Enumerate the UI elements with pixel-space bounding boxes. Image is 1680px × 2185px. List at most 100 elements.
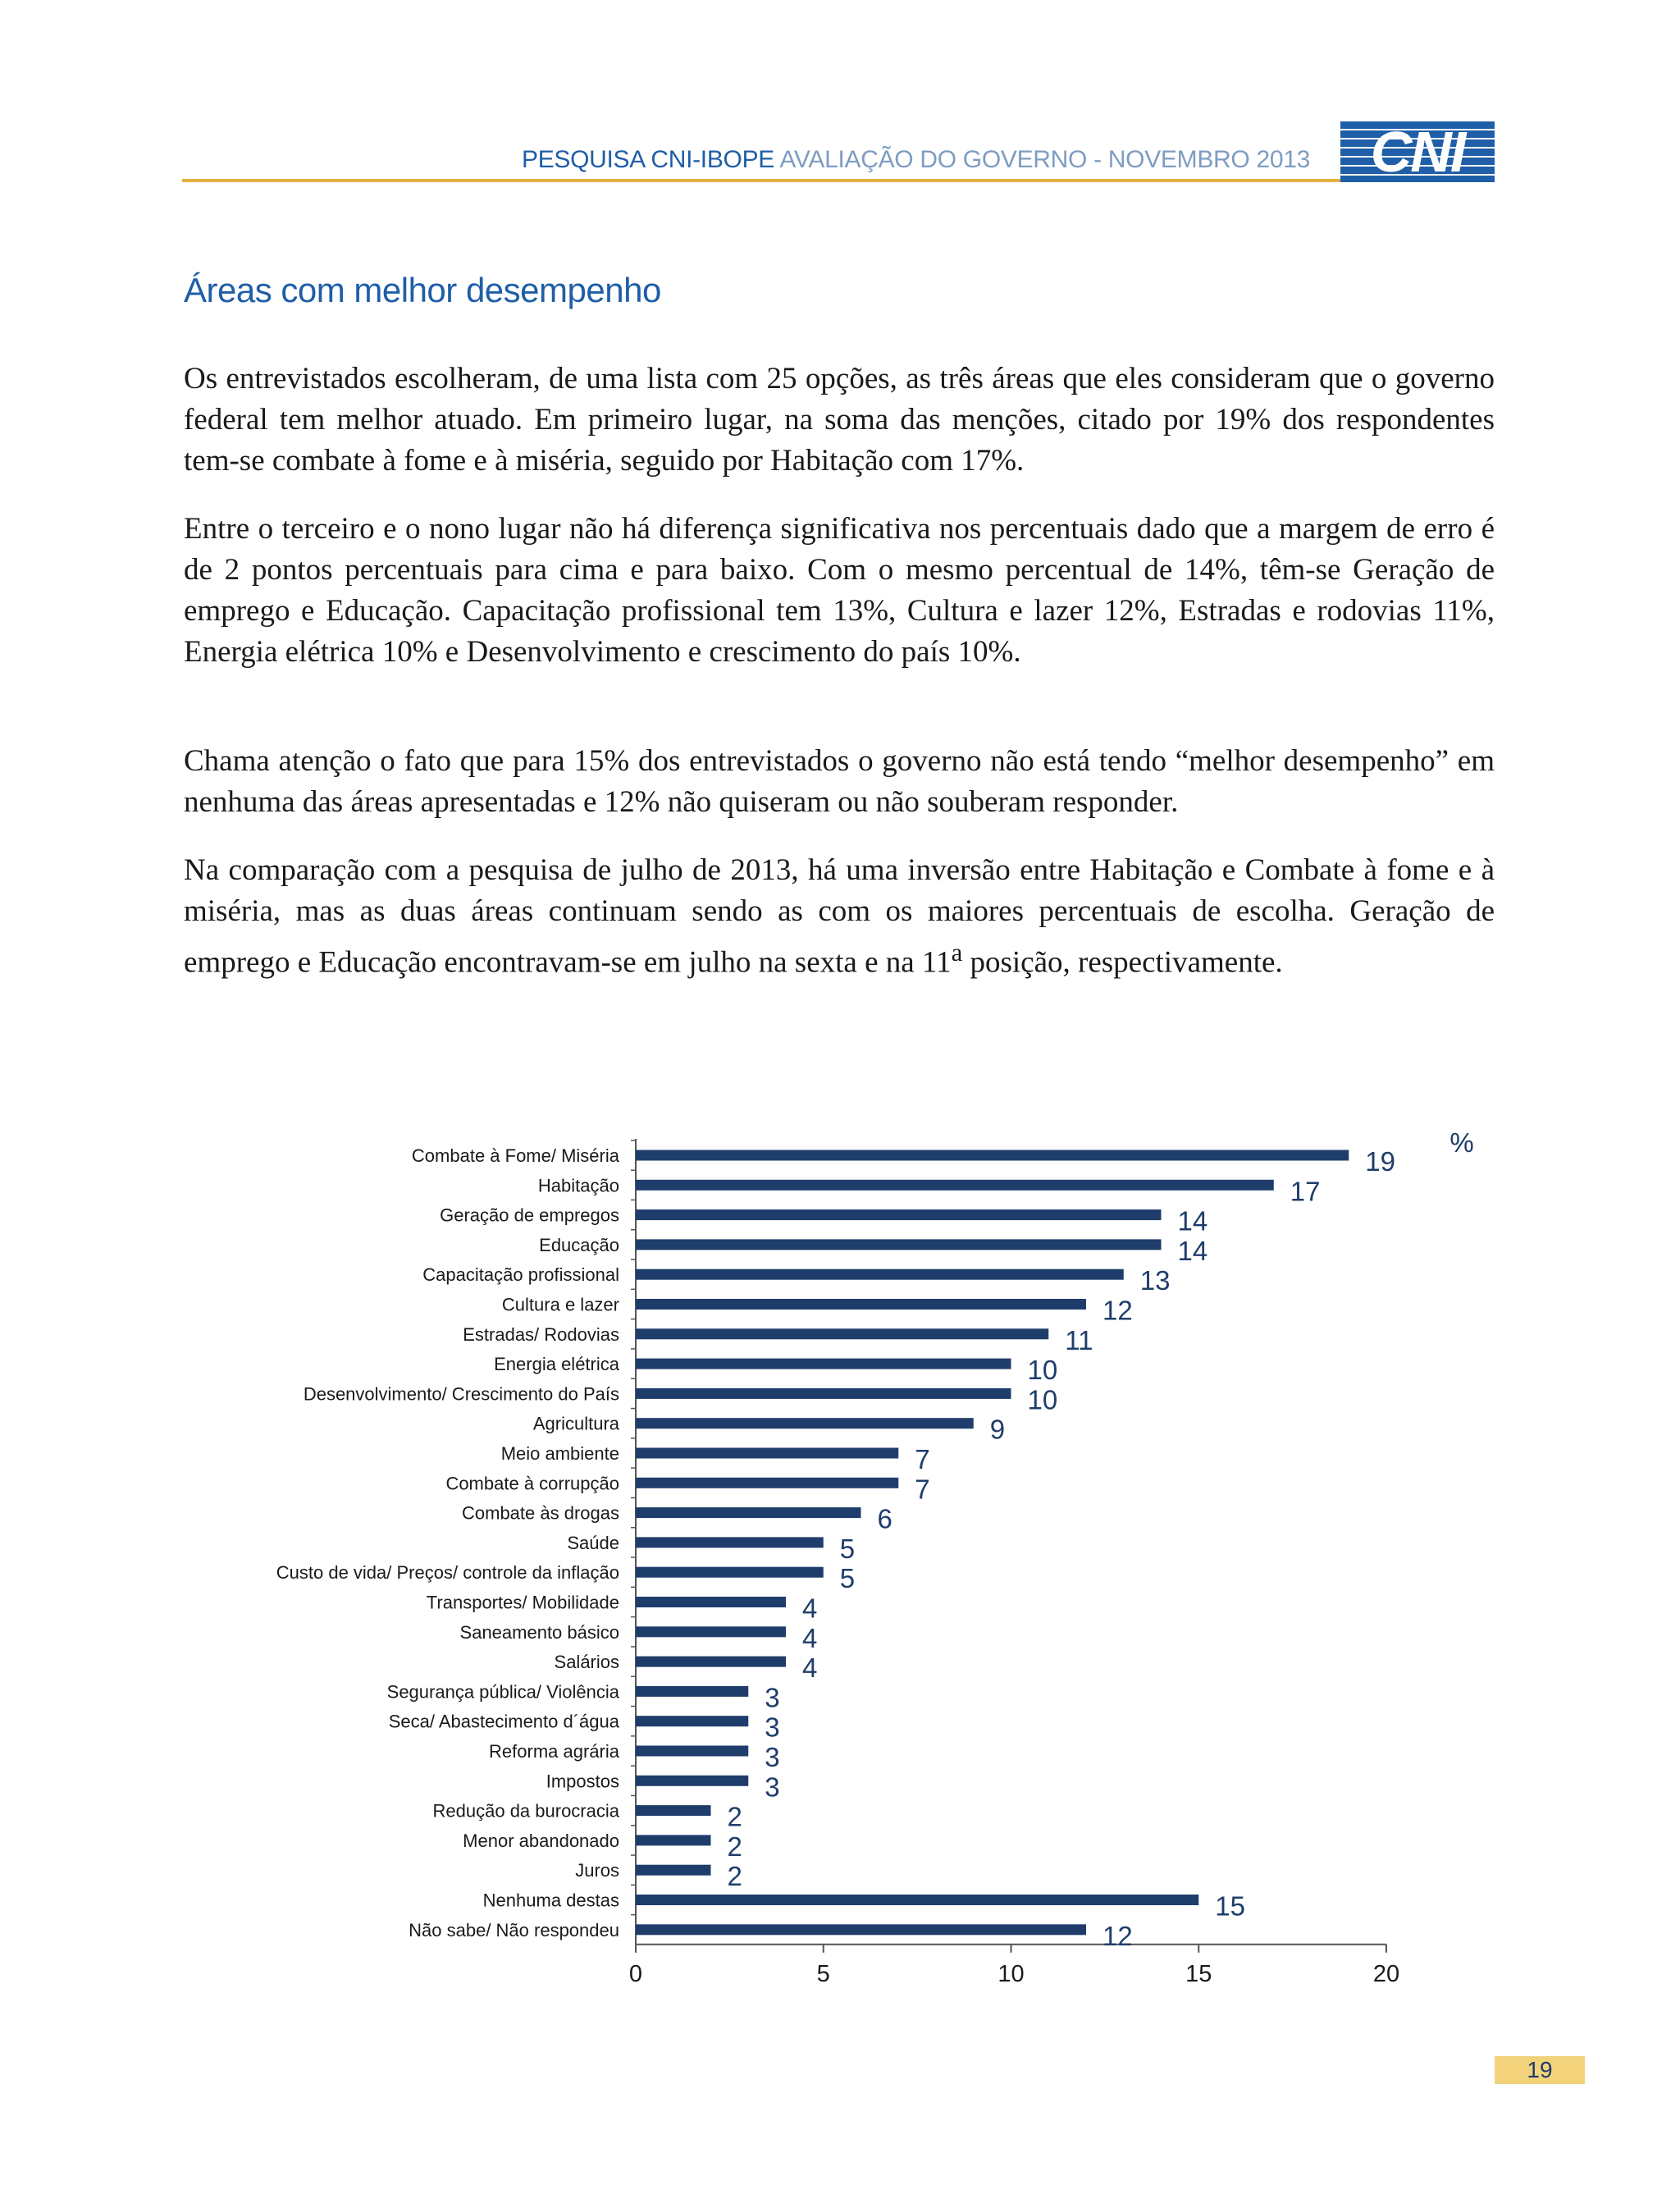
- category-label: Combate à Fome/ Miséria: [412, 1145, 620, 1166]
- cni-logo: CNI: [1340, 121, 1495, 182]
- bar: [636, 1716, 749, 1727]
- category-label: Desenvolvimento/ Crescimento do País: [304, 1383, 619, 1404]
- chart-category-labels: Combate à Fome/ Miséria Habitação Geração …: [276, 1145, 620, 1940]
- bar: [636, 1685, 749, 1697]
- paragraph-3: Chama atenção o fato que para 15% dos en…: [184, 744, 1495, 819]
- bar: [636, 1328, 1049, 1340]
- bar: [636, 1805, 711, 1817]
- paragraph-4: Na comparação com a pesquisa de julho de…: [184, 850, 1495, 983]
- value-label: 6: [878, 1504, 892, 1534]
- paragraph-4-end: posição, respectivamente.: [962, 945, 1283, 980]
- bar: [636, 1745, 749, 1757]
- x-tick-label: 5: [817, 1961, 830, 1987]
- value-label: 12: [1102, 1296, 1133, 1326]
- x-tick-label: 0: [629, 1961, 642, 1987]
- bar: [636, 1209, 1162, 1221]
- category-label: Impostos: [546, 1771, 619, 1791]
- value-label: 2: [728, 1831, 742, 1862]
- category-label: Geração de empregos: [440, 1205, 619, 1226]
- value-label: 14: [1178, 1236, 1208, 1266]
- value-label: 3: [765, 1712, 779, 1743]
- bar: [636, 1299, 1086, 1310]
- category-label: Menor abandonado: [463, 1831, 619, 1851]
- value-label: 10: [1028, 1384, 1058, 1415]
- value-label: 3: [765, 1682, 779, 1712]
- paragraph-4-start: Na comparação com a pesquisa de julho de…: [184, 853, 1495, 980]
- category-label: Reforma agrária: [489, 1741, 620, 1762]
- value-label: 9: [990, 1415, 1005, 1445]
- header-title: PESQUISA CNI-IBOPE AVALIAÇÃO DO GOVERNO …: [522, 146, 1310, 174]
- category-label: Não sabe/ Não respondeu: [409, 1920, 619, 1940]
- header-title-rest: AVALIAÇÃO DO GOVERNO - NOVEMBRO 2013: [779, 146, 1310, 173]
- category-label: Educação: [539, 1235, 619, 1255]
- bar: [636, 1537, 824, 1548]
- bar: [636, 1447, 899, 1459]
- value-label: 4: [802, 1593, 817, 1624]
- category-label: Combate à corrupção: [445, 1473, 619, 1493]
- paragraph-1: Os entrevistados escolheram, de uma list…: [184, 362, 1495, 478]
- category-label: Cultura e lazer: [502, 1295, 619, 1315]
- bar: [636, 1239, 1162, 1250]
- value-label: 5: [840, 1563, 855, 1593]
- bar: [636, 1626, 786, 1638]
- paragraph-2: Entre o terceiro e o nono lugar não há d…: [184, 512, 1495, 669]
- category-label: Energia elétrica: [494, 1354, 620, 1374]
- value-label: 3: [765, 1742, 779, 1772]
- value-label: 4: [802, 1623, 817, 1653]
- bar: [636, 1358, 1011, 1369]
- bar: [636, 1418, 974, 1429]
- bar: [636, 1179, 1274, 1191]
- bar: [636, 1566, 824, 1578]
- value-label: 14: [1178, 1206, 1208, 1236]
- value-label: 12: [1102, 1921, 1133, 1951]
- section-title: Áreas com melhor desempenho: [184, 271, 661, 309]
- chart-unit-label: %: [1449, 1127, 1473, 1158]
- page-number: 19: [1495, 2056, 1585, 2084]
- header-rule: [182, 179, 1345, 182]
- bar: [636, 1268, 1124, 1280]
- category-label: Juros: [575, 1860, 619, 1881]
- value-label: 7: [915, 1474, 929, 1504]
- bar: [636, 1477, 899, 1488]
- value-label: 15: [1215, 1891, 1245, 1922]
- value-label: 2: [728, 1802, 742, 1832]
- bar: [636, 1864, 711, 1876]
- category-label: Estradas/ Rodovias: [463, 1324, 619, 1345]
- x-tick-label: 10: [998, 1961, 1024, 1987]
- bar: [636, 1924, 1086, 1936]
- category-label: Saúde: [567, 1533, 619, 1553]
- category-label: Combate às drogas: [462, 1503, 619, 1524]
- bar: [636, 1387, 1011, 1399]
- category-label: Salários: [555, 1652, 619, 1672]
- bar: [636, 1775, 749, 1786]
- category-label: Saneamento básico: [460, 1622, 619, 1643]
- bar: [636, 1656, 786, 1667]
- bar-chart: Combate à Fome/ Miséria Habitação Geração …: [276, 1127, 1474, 1987]
- chart-bars: [636, 1150, 1349, 1936]
- paragraph-4-superscript: a: [951, 939, 963, 967]
- value-label: 5: [840, 1534, 855, 1564]
- value-label: 19: [1365, 1146, 1395, 1177]
- category-label: Agricultura: [533, 1414, 620, 1434]
- category-label: Transportes/ Mobilidade: [427, 1593, 619, 1613]
- value-label: 17: [1290, 1176, 1321, 1206]
- value-label: 13: [1140, 1265, 1171, 1296]
- bar: [636, 1507, 861, 1519]
- value-label: 7: [915, 1444, 929, 1474]
- category-label: Capacitação profissional: [422, 1264, 619, 1285]
- bar: [636, 1895, 1199, 1905]
- bar: [636, 1150, 1349, 1161]
- logo-stripes: [1340, 121, 1495, 182]
- category-label: Seca/ Abastecimento d´água: [389, 1712, 620, 1732]
- bar: [636, 1597, 786, 1607]
- logo-text: CNI: [1370, 120, 1467, 184]
- x-tick-label: 20: [1373, 1961, 1399, 1987]
- chart-x-ticks: 0 5 10 15 20: [629, 1944, 1399, 1987]
- x-tick-label: 15: [1185, 1961, 1212, 1987]
- category-label: Nenhuma destas: [483, 1890, 619, 1911]
- page-header: PESQUISA CNI-IBOPE AVALIAÇÃO DO GOVERNO …: [182, 120, 1495, 185]
- value-label: 10: [1028, 1355, 1058, 1385]
- value-label: 11: [1065, 1325, 1093, 1355]
- header-title-bold: PESQUISA CNI-IBOPE: [521, 146, 775, 173]
